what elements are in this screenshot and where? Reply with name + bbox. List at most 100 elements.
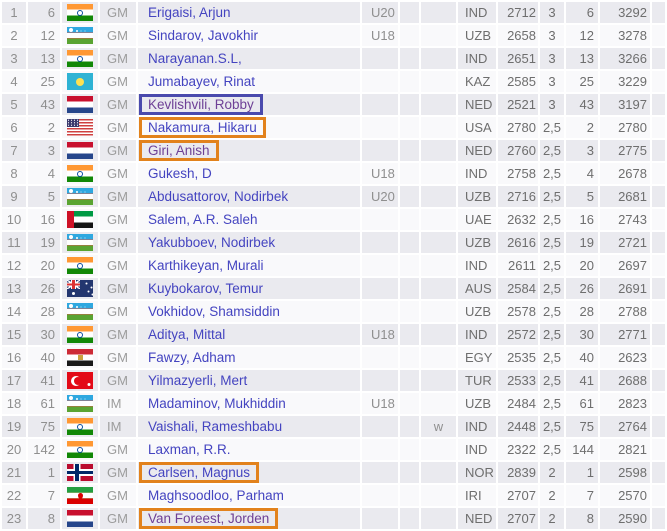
player-name-link[interactable]: Kevlishvili, Robby <box>139 94 263 115</box>
age-group-cell <box>362 232 400 255</box>
player-name-link[interactable]: Jumabayev, Rinat <box>148 74 256 89</box>
player-name-link[interactable]: Maghsoodloo, Parham <box>148 488 284 503</box>
start-rank-cell: 43 <box>28 94 62 117</box>
player-name-link[interactable]: Nakamura, Hikaru <box>139 117 266 138</box>
performance-cell: 2721 <box>600 232 652 255</box>
player-name-link[interactable]: Karthikeyan, Murali <box>148 258 264 273</box>
age-group-cell <box>362 278 400 301</box>
spacer-cell <box>400 278 421 301</box>
rank-cell: 3 <box>0 48 28 71</box>
spacer-cell <box>652 71 667 94</box>
player-name-link[interactable]: Erigaisi, Arjun <box>148 5 231 20</box>
age-group-cell <box>362 370 400 393</box>
age-group-cell <box>362 462 400 485</box>
title-cell: GM <box>100 163 138 186</box>
rating-cell: 2322 <box>498 439 540 462</box>
name-cell: Vokhidov, Shamsiddin <box>138 301 362 324</box>
rating-cell: 2584 <box>498 278 540 301</box>
flag-cell <box>62 462 100 485</box>
points-cell: 2,5 <box>540 232 566 255</box>
player-name-link[interactable]: Vokhidov, Shamsiddin <box>148 304 280 319</box>
rating-rank-cell: 41 <box>566 370 600 393</box>
performance-cell: 2788 <box>600 301 652 324</box>
rank-cell: 15 <box>0 324 28 347</box>
player-name-link[interactable]: Narayanan.S.L, <box>148 51 242 66</box>
player-name-link[interactable]: Madaminov, Mukhiddin <box>148 396 286 411</box>
performance-cell: 2688 <box>600 370 652 393</box>
ind-flag-icon <box>67 4 93 22</box>
gender-cell <box>421 278 458 301</box>
rank-cell: 12 <box>0 255 28 278</box>
flag-cell <box>62 301 100 324</box>
player-name-link[interactable]: Fawzy, Adham <box>148 350 236 365</box>
rank-cell: 20 <box>0 439 28 462</box>
start-rank-cell: 2 <box>28 117 62 140</box>
points-cell: 3 <box>540 71 566 94</box>
player-name-link[interactable]: Aditya, Mittal <box>148 327 226 342</box>
gender-cell <box>421 186 458 209</box>
title-cell: GM <box>100 508 138 531</box>
rating-cell: 2707 <box>498 508 540 531</box>
flag-cell <box>62 186 100 209</box>
player-name-link[interactable]: Van Foreest, Jorden <box>139 508 279 529</box>
player-name-link[interactable]: Abdusattorov, Nodirbek <box>148 189 289 204</box>
name-cell: Kevlishvili, Robby <box>138 94 362 117</box>
spacer-cell <box>652 255 667 278</box>
gender-cell <box>421 347 458 370</box>
performance-cell: 2823 <box>600 393 652 416</box>
federation-cell: IND <box>458 2 498 25</box>
age-group-cell: U18 <box>362 25 400 48</box>
player-name-link[interactable]: Sindarov, Javokhir <box>148 28 259 43</box>
rating-rank-cell: 4 <box>566 163 600 186</box>
spacer-cell <box>400 255 421 278</box>
federation-cell: IND <box>458 48 498 71</box>
rating-rank-cell: 16 <box>566 209 600 232</box>
rating-rank-cell: 25 <box>566 71 600 94</box>
performance-cell: 2771 <box>600 324 652 347</box>
player-name-link[interactable]: Carlsen, Magnus <box>139 462 260 483</box>
name-cell: Fawzy, Adham <box>138 347 362 370</box>
ind-flag-icon <box>67 165 93 183</box>
spacer-cell <box>400 48 421 71</box>
player-name-link[interactable]: Yilmazyerli, Mert <box>148 373 248 388</box>
age-group-cell <box>362 485 400 508</box>
gender-cell <box>421 25 458 48</box>
gender-cell <box>421 462 458 485</box>
rank-cell: 14 <box>0 301 28 324</box>
player-name-link[interactable]: Yakubboev, Nodirbek <box>148 235 276 250</box>
title-cell: GM <box>100 25 138 48</box>
iri-flag-icon <box>67 487 93 505</box>
spacer-cell <box>400 2 421 25</box>
start-rank-cell: 16 <box>28 209 62 232</box>
rating-rank-cell: 28 <box>566 301 600 324</box>
player-name-link[interactable]: Laxman, R.R. <box>148 442 231 457</box>
federation-cell: IRI <box>458 485 498 508</box>
start-rank-cell: 1 <box>28 462 62 485</box>
ned-flag-icon <box>67 142 93 160</box>
player-name-link[interactable]: Kuybokarov, Temur <box>148 281 264 296</box>
rating-rank-cell: 3 <box>566 140 600 163</box>
age-group-cell <box>362 140 400 163</box>
rating-cell: 2448 <box>498 416 540 439</box>
age-group-cell: U18 <box>362 163 400 186</box>
rating-cell: 2611 <box>498 255 540 278</box>
player-name-link[interactable]: Salem, A.R. Saleh <box>148 212 258 227</box>
spacer-cell <box>652 2 667 25</box>
table-row: 3 13 GM Narayanan.S.L, IND 2651 3 13 326… <box>0 48 667 71</box>
spacer-cell <box>652 370 667 393</box>
player-name-link[interactable]: Vaishali, Rameshbabu <box>148 419 283 434</box>
spacer-cell <box>652 301 667 324</box>
spacer-cell <box>400 508 421 531</box>
player-name-link[interactable]: Gukesh, D <box>148 166 212 181</box>
player-name-link[interactable]: Giri, Anish <box>139 140 219 161</box>
name-cell: Sindarov, Javokhir <box>138 25 362 48</box>
federation-cell: IND <box>458 439 498 462</box>
gender-cell <box>421 232 458 255</box>
rating-rank-cell: 26 <box>566 278 600 301</box>
performance-cell: 2590 <box>600 508 652 531</box>
gender-cell <box>421 485 458 508</box>
start-rank-cell: 19 <box>28 232 62 255</box>
title-cell: GM <box>100 209 138 232</box>
flag-cell <box>62 2 100 25</box>
